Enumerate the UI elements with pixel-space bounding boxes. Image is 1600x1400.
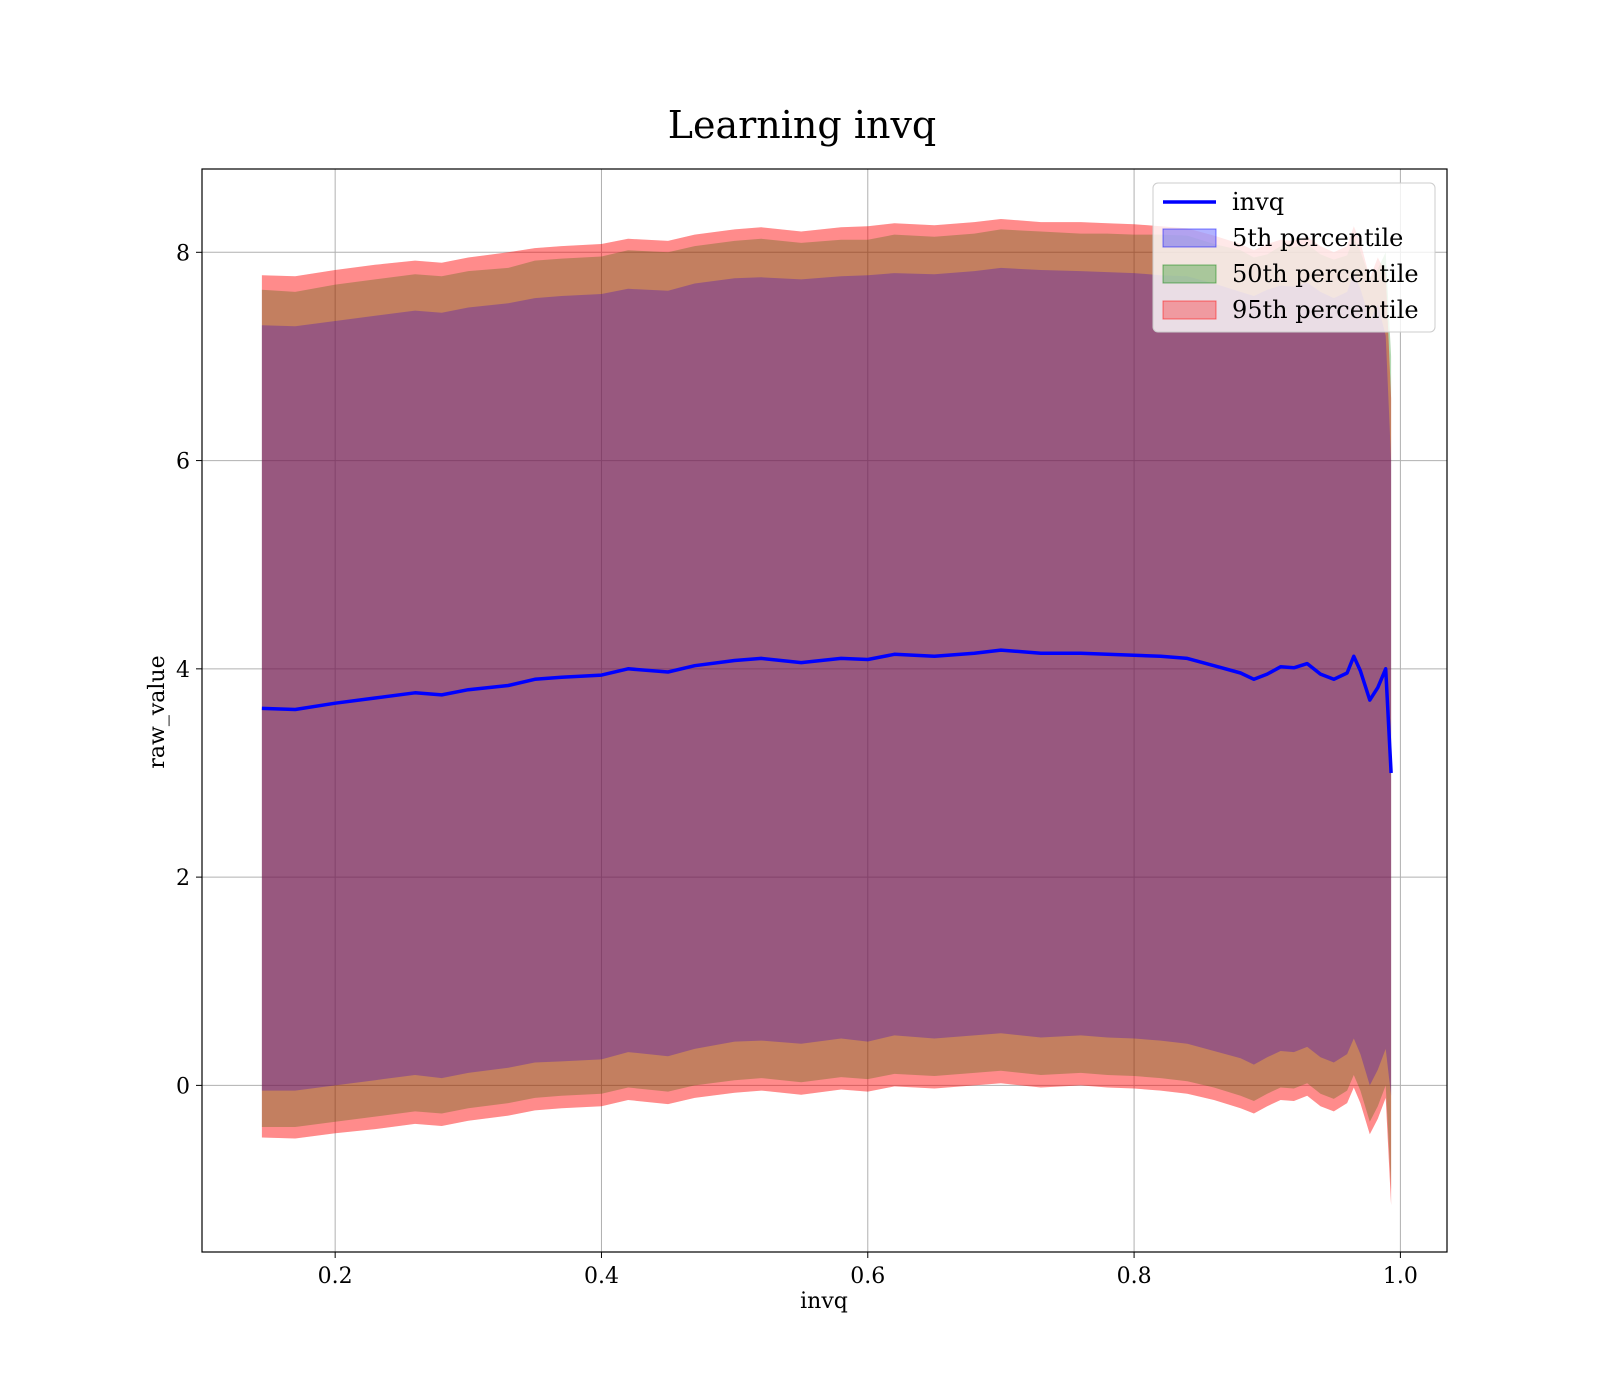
series-line-invq <box>261 648 1393 774</box>
legend-swatch-patch <box>1162 228 1217 248</box>
x-axis-label: invq <box>800 1289 848 1314</box>
series-lines <box>261 648 1393 774</box>
legend-label: 5th percentile <box>1232 224 1403 252</box>
x-tick-label: 0.2 <box>318 1264 353 1289</box>
y-axis-ticks: 0 2 4 6 8 <box>176 241 202 1099</box>
legend-swatch-patch <box>1162 300 1217 320</box>
x-tick-label: 0.8 <box>1117 1264 1152 1289</box>
legend-box <box>1152 182 1436 333</box>
band-5th-percentile <box>261 267 1392 1096</box>
x-tick-label: 0.6 <box>850 1264 885 1289</box>
legend-label: 50th percentile <box>1232 260 1419 288</box>
plot-frame <box>201 168 1448 1253</box>
legend: invq 5th percentile 50th percentile 95th pe… <box>1152 182 1436 333</box>
y-tick-label: 0 <box>176 1074 190 1099</box>
y-tick-label: 4 <box>176 658 190 683</box>
band-50th-percentile <box>261 229 1392 1190</box>
x-axis-ticks: 0.2 0.4 0.6 0.8 1.0 <box>318 1252 1418 1289</box>
y-tick-label: 8 <box>176 241 190 266</box>
x-tick-label: 1.0 <box>1383 1264 1418 1289</box>
y-tick-label: 6 <box>176 450 190 475</box>
percentile-bands <box>261 219 1392 1206</box>
legend-label: invq <box>1232 188 1284 216</box>
legend-swatch-patch <box>1162 264 1217 284</box>
legend-label: 95th percentile <box>1232 296 1419 324</box>
band-95th-percentile-overlay <box>261 219 1392 1206</box>
x-tick-label: 0.4 <box>584 1264 619 1289</box>
y-tick-label: 2 <box>176 866 190 891</box>
chart-title: Learning invq <box>668 103 936 147</box>
y-axis-label: raw_value <box>145 655 170 768</box>
band-95th-percentile <box>261 219 1392 1206</box>
